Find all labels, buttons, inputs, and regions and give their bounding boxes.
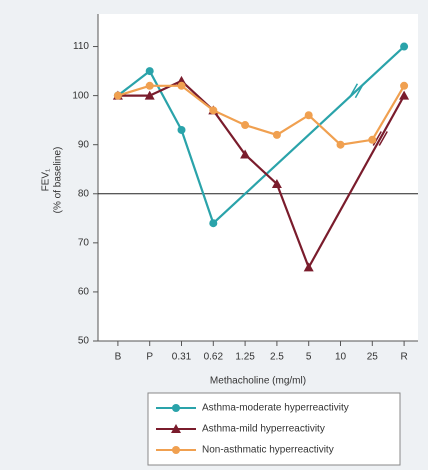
x-tick-label: B xyxy=(115,352,122,363)
marker xyxy=(177,125,186,134)
x-tick-label: 0.62 xyxy=(204,352,224,363)
break-mark xyxy=(348,83,359,99)
legend-label: Asthma-moderate hyperreactivity xyxy=(202,403,349,414)
x-tick-label: 10 xyxy=(335,352,347,363)
marker xyxy=(209,219,218,228)
marker xyxy=(240,149,251,159)
break-mark xyxy=(378,131,388,146)
break-mark xyxy=(372,131,382,146)
x-tick-label: 5 xyxy=(306,352,312,363)
marker xyxy=(400,42,409,51)
x-tick-label: 2.5 xyxy=(270,352,284,363)
break-connector xyxy=(212,45,405,225)
marker xyxy=(304,111,313,120)
marker xyxy=(241,121,250,130)
x-tick-label: 1.25 xyxy=(235,352,255,363)
y-tick-label: 100 xyxy=(72,90,89,101)
y-tick-label: 50 xyxy=(78,336,90,347)
y-tick-label: 90 xyxy=(78,139,90,150)
x-tick-label: 0.31 xyxy=(172,352,192,363)
marker xyxy=(171,424,181,433)
marker xyxy=(177,81,186,90)
y-axis-label: (% of baseline) xyxy=(53,147,64,214)
marker xyxy=(144,90,155,100)
marker xyxy=(303,262,314,272)
marker xyxy=(145,67,154,76)
marker xyxy=(176,75,187,85)
marker xyxy=(400,81,409,90)
y-tick-label: 80 xyxy=(78,188,90,199)
x-tick-label: 25 xyxy=(367,352,379,363)
legend-label: Asthma-mild hyperreactivity xyxy=(202,424,325,435)
marker xyxy=(172,446,180,454)
y-axis-label: FEV₁ xyxy=(41,168,52,191)
legend-label: Non-asthmatic hyperreactivity xyxy=(202,445,334,456)
marker xyxy=(113,91,122,100)
y-tick-label: 70 xyxy=(78,237,90,248)
x-tick-label: R xyxy=(400,352,407,363)
y-tick-label: 110 xyxy=(73,41,89,52)
y-tick-label: 60 xyxy=(78,287,90,298)
break-mark xyxy=(354,83,365,99)
plot-area xyxy=(98,14,418,341)
marker xyxy=(271,178,282,188)
marker xyxy=(172,404,180,412)
marker xyxy=(399,90,410,100)
marker xyxy=(336,140,345,149)
series-line xyxy=(117,84,406,146)
series-line xyxy=(117,69,215,224)
marker xyxy=(145,81,154,90)
marker xyxy=(209,106,218,115)
marker xyxy=(368,135,377,144)
x-axis-label: Methacholine (mg/ml) xyxy=(210,376,306,387)
x-tick-label: P xyxy=(146,352,153,363)
marker xyxy=(272,130,281,139)
break-connector xyxy=(307,95,406,268)
